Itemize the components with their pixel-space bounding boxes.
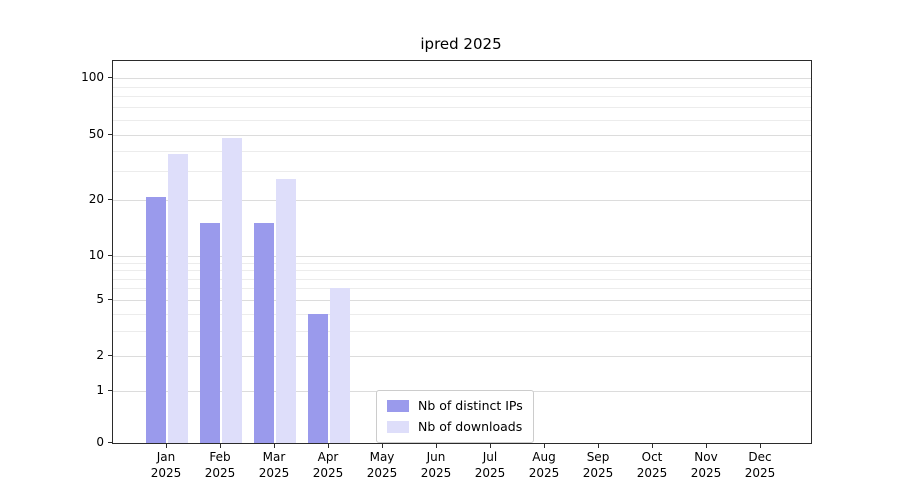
gridline-minor (113, 262, 811, 264)
bar-downloads-apr (330, 288, 350, 443)
x-tick-label: Feb 2025 (193, 449, 247, 481)
x-tick-mark (436, 444, 437, 448)
x-tick-month: Sep (586, 450, 610, 464)
gridline-minor (113, 313, 811, 315)
x-tick-month: Nov (694, 450, 718, 464)
x-tick-year: 2025 (636, 466, 668, 480)
x-tick-month: Dec (748, 450, 772, 464)
y-tick-label: 5 (96, 292, 104, 306)
x-tick-label: Jan 2025 (139, 449, 193, 481)
x-tick-year: 2025 (366, 466, 398, 480)
y-tick-label: 100 (81, 70, 104, 84)
gridline-major (113, 78, 811, 79)
gridline-major (113, 256, 811, 257)
x-tick-month: Jul (482, 450, 498, 464)
x-tick-label: Oct 2025 (625, 449, 679, 481)
x-tick-year: 2025 (420, 466, 452, 480)
y-tick-label: 10 (88, 248, 104, 262)
x-tick-label: Dec 2025 (733, 449, 787, 481)
gridline-minor (113, 107, 811, 109)
gridline-minor (113, 171, 811, 173)
x-tick-label: Jun 2025 (409, 449, 463, 481)
gridline-minor (113, 120, 811, 121)
bar-distinct-ips-jan (146, 196, 166, 443)
x-tick-mark (274, 444, 275, 448)
x-tick-year: 2025 (258, 466, 290, 480)
plot-area: Nb of distinct IPs Nb of downloads (112, 60, 812, 444)
gridline-minor (113, 331, 811, 333)
x-tick-mark (652, 444, 653, 448)
x-tick-month: Aug (532, 450, 556, 464)
x-tick-mark (544, 444, 545, 448)
x-tick-month: Feb (209, 450, 231, 464)
y-tick-label: 1 (96, 383, 104, 397)
x-tick-label: Nov 2025 (679, 449, 733, 481)
bar-distinct-ips-apr (308, 313, 328, 443)
gridline-minor (113, 278, 811, 280)
gridline-minor (113, 270, 811, 272)
chart-title: ipred 2025 (420, 35, 502, 53)
x-tick-mark (760, 444, 761, 448)
x-tick-month: May (369, 450, 395, 464)
x-tick-month: Jun (426, 450, 446, 464)
x-tick-mark (598, 444, 599, 448)
bar-downloads-feb (222, 137, 242, 443)
y-tick-label: 0 (96, 435, 104, 449)
x-tick-label: Apr 2025 (301, 449, 355, 481)
x-tick-mark (706, 444, 707, 448)
legend-swatch (387, 399, 409, 412)
y-tick-label: 20 (88, 192, 104, 206)
x-tick-month: Jan (156, 450, 176, 464)
bars-layer (113, 61, 811, 443)
legend-item-distinct-ips: Nb of distinct IPs (387, 398, 523, 413)
gridline-minor (113, 288, 811, 290)
gridline-minor (113, 96, 811, 98)
x-tick-label: Mar 2025 (247, 449, 301, 481)
gridline-major (113, 200, 811, 201)
x-tick-label: Aug 2025 (517, 449, 571, 481)
gridline-minor (113, 150, 811, 152)
bar-distinct-ips-mar (254, 223, 274, 443)
x-tick-mark (490, 444, 491, 448)
gridline-major (113, 300, 811, 301)
x-tick-year: 2025 (528, 466, 560, 480)
bar-downloads-jan (168, 154, 188, 443)
bar-downloads-mar (276, 178, 296, 443)
x-tick-month: Mar (262, 450, 286, 464)
x-tick-year: 2025 (690, 466, 722, 480)
x-tick-year: 2025 (582, 466, 614, 480)
x-tick-label: Jul 2025 (463, 449, 517, 481)
x-tick-label: May 2025 (355, 449, 409, 481)
x-tick-year: 2025 (474, 466, 506, 480)
x-tick-mark (328, 444, 329, 448)
legend: Nb of distinct IPs Nb of downloads (376, 390, 534, 443)
legend-label: Nb of distinct IPs (418, 398, 523, 413)
x-tick-year: 2025 (744, 466, 776, 480)
gridline-major (113, 356, 811, 357)
x-tick-month: Apr (317, 450, 339, 464)
y-tick-label: 50 (88, 127, 104, 141)
x-tick-mark (220, 444, 221, 448)
y-tick-label: 2 (96, 348, 104, 362)
legend-item-downloads: Nb of downloads (387, 419, 523, 434)
x-tick-year: 2025 (312, 466, 344, 480)
x-tick-year: 2025 (150, 466, 182, 480)
x-tick-month: Oct (641, 450, 663, 464)
gridline-major (113, 135, 811, 136)
gridline-minor (113, 86, 811, 88)
x-tick-mark (382, 444, 383, 448)
legend-label: Nb of downloads (418, 419, 523, 434)
x-tick-year: 2025 (204, 466, 236, 480)
x-tick-mark (166, 444, 167, 448)
legend-swatch (387, 420, 409, 433)
x-tick-label: Sep 2025 (571, 449, 625, 481)
bar-distinct-ips-feb (200, 223, 220, 443)
